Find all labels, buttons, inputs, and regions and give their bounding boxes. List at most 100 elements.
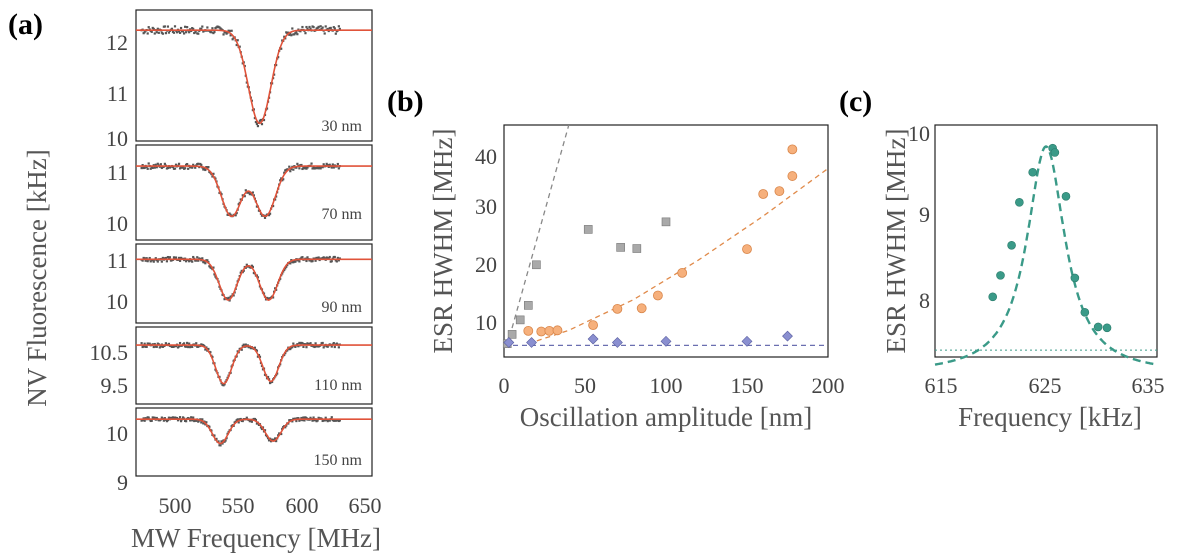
data-point bbox=[236, 39, 239, 42]
data-point bbox=[275, 439, 278, 443]
data-point bbox=[207, 166, 210, 169]
data-point bbox=[289, 347, 292, 351]
data-point bbox=[194, 166, 197, 169]
data-point bbox=[1102, 323, 1112, 333]
data-point bbox=[1007, 240, 1016, 250]
data-point bbox=[187, 167, 190, 170]
data-point bbox=[336, 256, 339, 260]
data-point bbox=[178, 341, 182, 345]
data-point bbox=[184, 25, 187, 28]
data-point bbox=[255, 349, 259, 352]
panel-b-xticks: 0 50 100 150 200 bbox=[499, 373, 845, 398]
data-point bbox=[151, 166, 154, 170]
data-point bbox=[178, 259, 182, 262]
data-point bbox=[205, 421, 208, 424]
data-point bbox=[316, 165, 319, 169]
data-point bbox=[327, 29, 330, 33]
diamond-point bbox=[611, 337, 623, 348]
panel-a-yticks: 12 11 10 11 10 11 10 10.5 9.5 10 9 bbox=[90, 30, 129, 495]
data-point bbox=[145, 166, 148, 169]
data-point bbox=[310, 162, 313, 165]
data-point bbox=[143, 166, 146, 169]
data-point bbox=[176, 419, 180, 422]
data-point bbox=[152, 260, 155, 263]
data-point bbox=[245, 416, 248, 419]
panel-c-ylabel: ESR HWHM [MHz] bbox=[881, 129, 911, 354]
data-point bbox=[145, 257, 148, 260]
data-point bbox=[157, 31, 160, 34]
data-point bbox=[324, 416, 327, 419]
data-point bbox=[197, 345, 200, 348]
data-point bbox=[1070, 273, 1080, 283]
data-point bbox=[162, 419, 165, 422]
circle-point bbox=[523, 325, 534, 336]
data-point bbox=[330, 345, 333, 348]
data-point bbox=[312, 416, 315, 419]
fit-line bbox=[136, 344, 372, 385]
data-point bbox=[305, 25, 308, 29]
data-point bbox=[1050, 148, 1060, 157]
data-point bbox=[164, 256, 167, 260]
data-point bbox=[283, 35, 286, 38]
data-point bbox=[296, 343, 299, 346]
data-point bbox=[244, 343, 247, 346]
data-point bbox=[146, 167, 149, 170]
data-point bbox=[328, 255, 331, 259]
data-point bbox=[288, 33, 291, 36]
data-point bbox=[189, 346, 192, 349]
fit-line bbox=[528, 167, 828, 345]
data-point bbox=[326, 164, 329, 167]
data-point bbox=[321, 341, 324, 345]
data-point bbox=[149, 167, 152, 170]
panel-c-ytick: 9 bbox=[919, 202, 930, 227]
data-point bbox=[213, 434, 216, 437]
data-point bbox=[300, 416, 303, 420]
data-point bbox=[231, 38, 234, 41]
data-point bbox=[323, 419, 326, 422]
data-point bbox=[250, 420, 253, 423]
data-point bbox=[230, 29, 233, 32]
data-point bbox=[161, 32, 164, 35]
data-point bbox=[295, 166, 298, 169]
data-point bbox=[337, 259, 340, 262]
data-point bbox=[329, 26, 332, 30]
data-point bbox=[179, 420, 183, 423]
panel-c-xticks: 615 625 635 bbox=[925, 373, 1165, 398]
data-point bbox=[223, 440, 226, 443]
data-point bbox=[190, 259, 193, 262]
data-point bbox=[316, 419, 319, 422]
data-point bbox=[291, 345, 294, 349]
data-point bbox=[228, 29, 231, 33]
panel-b-yticks: 10 20 30 40 bbox=[475, 144, 497, 335]
data-point bbox=[1028, 167, 1037, 177]
data-point bbox=[172, 31, 176, 34]
data-point bbox=[326, 27, 329, 31]
circle-point bbox=[677, 267, 688, 278]
data-point bbox=[194, 31, 197, 34]
data-point bbox=[263, 429, 267, 432]
data-point bbox=[301, 256, 304, 259]
data-point bbox=[147, 162, 150, 165]
data-point bbox=[283, 171, 286, 174]
panel-a-ytick: 11 bbox=[107, 160, 128, 185]
data-point bbox=[333, 255, 336, 259]
panel-b-label: (b) bbox=[387, 85, 424, 118]
circle-point bbox=[653, 290, 663, 301]
data-point bbox=[268, 212, 272, 215]
panel-b-xtick: 150 bbox=[731, 373, 764, 398]
circle-point bbox=[787, 144, 798, 155]
amplitude-label: 110 nm bbox=[314, 377, 362, 394]
data-point bbox=[201, 257, 204, 260]
data-point bbox=[229, 34, 232, 37]
data-point bbox=[298, 341, 301, 345]
data-point bbox=[311, 259, 314, 263]
panel-c-frame bbox=[934, 124, 1158, 358]
data-point bbox=[298, 167, 301, 170]
data-point bbox=[239, 271, 242, 274]
circle-point bbox=[636, 303, 647, 314]
circle-point bbox=[758, 189, 769, 199]
panel-a-frame-5 bbox=[135, 407, 373, 477]
data-point bbox=[167, 416, 171, 419]
data-point bbox=[144, 259, 147, 262]
data-point bbox=[297, 417, 300, 420]
